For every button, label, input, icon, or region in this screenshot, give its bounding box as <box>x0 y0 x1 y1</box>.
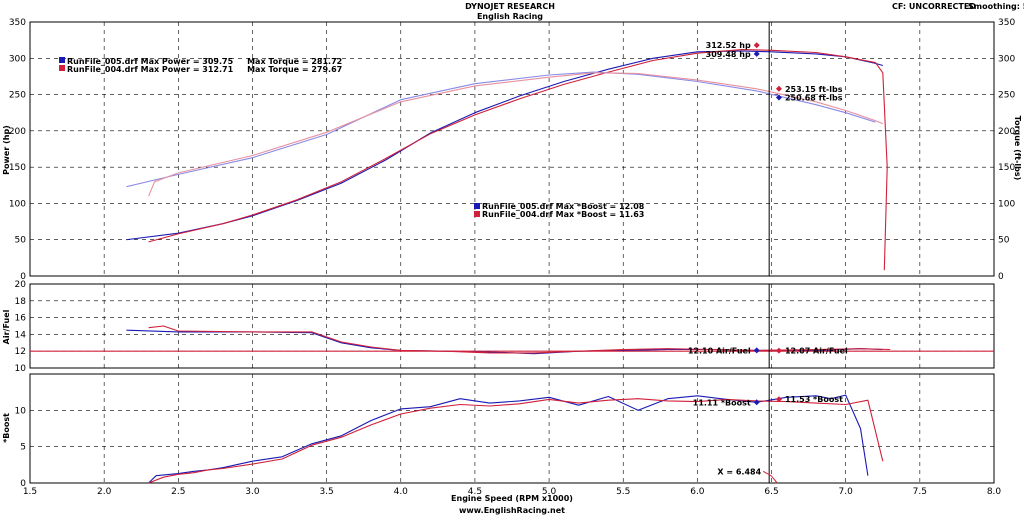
legend-swatch-005 <box>59 57 65 63</box>
series-runfile-004-boost <box>148 398 884 484</box>
series-runfile-004-power <box>148 49 888 271</box>
y-tick-label: 50 <box>15 236 27 246</box>
y-tick-label: 350 <box>9 18 26 28</box>
y-tick-label: 300 <box>9 54 26 64</box>
x-tick-label: 2.0 <box>97 487 112 497</box>
x-tick-label: 8.0 <box>987 487 1002 497</box>
annotation-label: 253.15 ft-lbs <box>785 85 843 94</box>
annotation-label: 250.68 ft-lbs <box>785 93 843 102</box>
x-tick-label: 5.5 <box>616 487 630 497</box>
annotation-marker <box>775 85 782 92</box>
annotation-label: 309.48 hp <box>706 50 751 59</box>
y-tick-label: 200 <box>9 127 26 137</box>
x-tick-label: 6.5 <box>764 487 778 497</box>
annotation-label: 11.11 *Boost <box>693 398 751 407</box>
annotation-label: 11.53 *Boost <box>785 395 843 404</box>
series-runfile-005-torque <box>126 71 876 188</box>
boost-legend-swatch-004 <box>474 211 480 217</box>
annotation-label: 12.10 Air/Fuel <box>688 346 751 355</box>
y-tick-label: 150 <box>9 163 26 173</box>
air-fuel-panel <box>29 283 995 369</box>
x-tick-label: 1.5 <box>23 487 37 497</box>
annotation-label: 312.52 hp <box>706 41 751 50</box>
grid-lines <box>30 22 994 483</box>
y-tick-label: 16 <box>15 314 27 324</box>
y-tick-label: 0 <box>20 272 26 282</box>
y2-tick-label: 0 <box>998 272 1004 282</box>
chart-title: DYNOJET RESEARCH <box>465 2 555 11</box>
boost-legend-entry-005: RunFile_005.drf Max *Boost = 12.08 <box>482 202 645 211</box>
y-tick-label: 10 <box>15 364 27 374</box>
power-torque-panel <box>29 21 995 277</box>
legend-entry-005: RunFile_005.drf Max Power = 309.75 Max T… <box>67 57 342 66</box>
annotation-marker <box>753 347 760 354</box>
boost-panel <box>29 373 995 484</box>
boost-axis-label: *Boost <box>2 413 11 443</box>
y-tick-label: 5 <box>20 443 26 453</box>
x-tick-label: 2.5 <box>171 487 185 497</box>
annotation-marker <box>753 399 760 406</box>
y2-tick-label: 300 <box>998 54 1015 64</box>
annotation-marker <box>775 94 782 101</box>
series-lines <box>30 49 994 484</box>
y-tick-label: 12 <box>15 347 26 357</box>
x-tick-label: 3.5 <box>319 487 333 497</box>
y2-tick-label: 350 <box>998 18 1015 28</box>
annotation-marker <box>753 42 760 49</box>
y2-tick-label: 50 <box>998 236 1010 246</box>
legend-entry-004: RunFile_004.drf Max Power = 312.71 Max T… <box>67 65 342 74</box>
y-tick-label: 10 <box>15 406 27 416</box>
boost-legend-entry-004: RunFile_004.drf Max *Boost = 11.63 <box>482 210 644 219</box>
legend-swatch-004 <box>59 65 65 71</box>
x-tick-label: 5.0 <box>542 487 557 497</box>
series-runfile-005-power <box>126 50 883 241</box>
boost-legend-swatch-005 <box>474 203 480 209</box>
y2-tick-label: 200 <box>998 127 1015 137</box>
y-tick-label: 20 <box>15 280 27 290</box>
cursor-group: X = 6.484 <box>717 22 778 484</box>
series-runfile-005-boost <box>148 394 869 484</box>
annotation-marker <box>753 50 760 57</box>
y-tick-label: 0 <box>20 479 26 489</box>
cursor-trace <box>762 470 778 484</box>
x-axis-label: Engine Speed (RPM x1000) <box>451 494 573 503</box>
tick-labels: 1.5 2.0 2.5 3.0 3.5 4.0 4.5 5.0 5.5 6.0 6.5 7.0 7.5 8… <box>9 18 1016 497</box>
y-tick-label: 250 <box>9 91 26 101</box>
cursor-label: X = 6.484 <box>717 467 761 476</box>
chart-subtitle: English Racing <box>477 12 543 21</box>
cf-label: CF: UNCORRECTED <box>892 2 976 11</box>
y2-tick-label: 100 <box>998 199 1015 209</box>
y2-tick-label: 250 <box>998 91 1015 101</box>
torque-axis-label: Torque (ft-lbs) <box>1013 116 1022 181</box>
annotation-marker <box>775 396 782 403</box>
y-tick-label: 100 <box>9 199 26 209</box>
y2-tick-label: 150 <box>998 163 1015 173</box>
x-tick-label: 7.0 <box>839 487 854 497</box>
power-axis-label: Power (hp) <box>2 125 11 175</box>
smoothing-label: Smoothing: 5 <box>968 2 1024 11</box>
x-tick-label: 4.5 <box>468 487 482 497</box>
x-tick-label: 3.0 <box>245 487 260 497</box>
series-runfile-004-torque <box>148 72 884 197</box>
air-fuel-axis-label: Air/Fuel <box>2 309 11 344</box>
x-tick-label: 7.5 <box>913 487 927 497</box>
y-tick-label: 18 <box>15 297 27 307</box>
annotation-marker <box>775 347 782 354</box>
x-tick-label: 4.0 <box>394 487 409 497</box>
footer-website: www.EnglishRacing.net <box>459 506 565 515</box>
annotation-label: 12.07 Air/Fuel <box>785 347 848 356</box>
x-tick-label: 6.0 <box>690 487 705 497</box>
y-tick-label: 14 <box>15 330 27 340</box>
